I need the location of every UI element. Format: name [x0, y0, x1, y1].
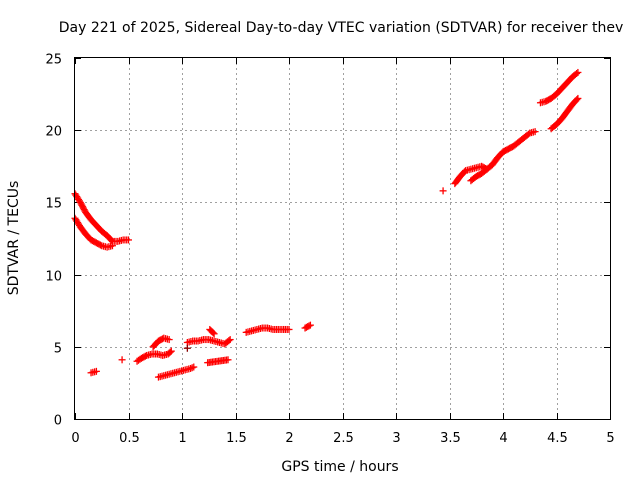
x-tick-label: 4 [499, 431, 507, 446]
data-point-interp [573, 70, 581, 78]
x-tick-label: 0.5 [119, 431, 140, 446]
data-point-interp [305, 322, 313, 330]
data-point [108, 242, 116, 250]
y-tick-label: 10 [45, 270, 62, 285]
data-point [439, 187, 447, 195]
data-point [306, 321, 314, 329]
data-point [190, 363, 198, 371]
data-point [574, 94, 582, 102]
data-point [574, 68, 582, 76]
data-point-interp [188, 364, 196, 372]
x-tick-label: 3.5 [440, 431, 461, 446]
y-tick-label: 20 [45, 125, 62, 140]
y-tick-label: 15 [45, 197, 62, 212]
data-point [183, 344, 191, 352]
data-point [285, 325, 293, 333]
data-point-interp [573, 96, 581, 104]
y-tick-label: 5 [54, 342, 62, 357]
data-point [187, 364, 195, 372]
data-points [71, 68, 582, 381]
axis-ticks [75, 58, 611, 420]
grid-lines [75, 58, 610, 419]
y-tick-label: 0 [54, 414, 62, 429]
x-tick-label: 2.5 [333, 431, 354, 446]
data-point [118, 356, 126, 364]
x-tick-label: 3 [392, 431, 400, 446]
data-point [92, 367, 100, 375]
x-axis-label: GPS time / hours [281, 459, 398, 475]
data-point [531, 128, 539, 136]
x-tick-label: 5 [606, 431, 614, 446]
data-point-interp [225, 337, 233, 345]
x-tick-label: 0 [71, 431, 79, 446]
y-axis-label: SDTVAR / TECUs [6, 181, 22, 296]
x-tick-label: 4.5 [547, 431, 568, 446]
data-point-interp [209, 329, 217, 337]
x-tick-labels: 0 0.5 1 1.5 2 2.5 3 3.5 4 4.5 5 [71, 431, 614, 446]
chart-title: Day 221 of 2025, Sidereal Day-to-day VTE… [59, 20, 623, 36]
x-tick-label: 1 [178, 431, 186, 446]
plot-frame [74, 57, 611, 420]
data-point-interp [482, 166, 490, 174]
data-point [224, 356, 232, 364]
data-point-interp [166, 348, 174, 356]
data-point [210, 330, 218, 338]
x-tick-label: 2 [285, 431, 293, 446]
data-point [226, 336, 234, 344]
x-tick-label: 1.5 [226, 431, 247, 446]
data-point-interp [96, 241, 104, 249]
y-tick-labels: 0 5 10 15 20 25 [45, 53, 62, 429]
data-point [165, 336, 173, 344]
y-tick-label: 25 [45, 53, 62, 68]
data-point-interp [524, 130, 532, 138]
data-point [483, 165, 491, 173]
data-point [167, 347, 175, 355]
data-point [125, 236, 132, 244]
data-point-interp [141, 352, 149, 360]
